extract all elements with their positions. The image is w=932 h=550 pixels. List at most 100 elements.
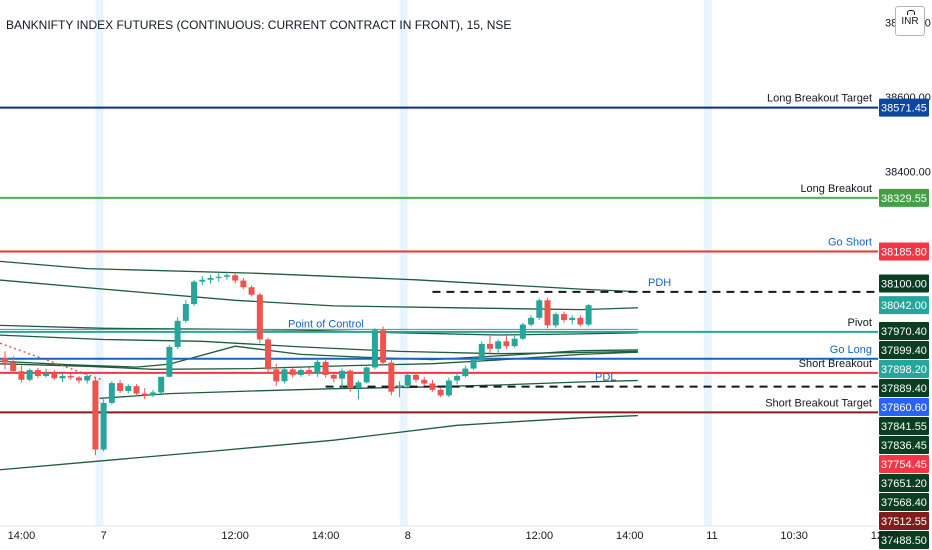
level-label: Pivot (848, 317, 872, 329)
candle-body (380, 330, 387, 363)
candle-body (59, 376, 66, 379)
candle-body (248, 287, 255, 295)
candle-body (67, 376, 74, 378)
price-axis[interactable]: 38800.0038600.0038400.0038571.4538329.55… (878, 0, 932, 550)
candle-body (191, 281, 198, 305)
session-break (399, 0, 408, 526)
chart-title: BANKNIFTY INDEX FUTURES (CONTINUOUS: CUR… (6, 18, 512, 32)
lock-icon (907, 10, 915, 15)
candle-body (117, 383, 124, 391)
candle-body (429, 383, 436, 390)
candle-body (166, 346, 173, 377)
session-break (703, 0, 712, 526)
time-label: 14:00 (616, 530, 644, 542)
price-badge-text: 37841.55 (881, 421, 927, 433)
price-badge-text: 37488.50 (881, 535, 927, 547)
time-label: 8 (405, 530, 411, 542)
level-label: Long Breakout Target (767, 93, 872, 105)
candle-body (174, 320, 181, 347)
price-badge (879, 531, 929, 549)
price-badge (879, 493, 929, 511)
price-badge-text: 37889.40 (881, 383, 927, 395)
session-break (95, 0, 104, 526)
candle-body (281, 369, 288, 382)
candle-body (495, 341, 502, 349)
time-label: 12:00 (871, 530, 899, 542)
price-badge-text: 37754.45 (881, 459, 927, 471)
price-badge (879, 188, 929, 207)
candle-body (511, 338, 518, 347)
price-badge (879, 322, 929, 340)
candle-body (34, 370, 41, 377)
time-label: 12:00 (526, 530, 554, 542)
price-badge-text: 38100.00 (881, 279, 927, 291)
candle-body (355, 382, 362, 388)
candle-body (470, 358, 477, 369)
candle-body (158, 376, 165, 393)
candle-body (314, 361, 321, 374)
candle-body (297, 370, 304, 375)
band-line (99, 379, 638, 400)
band-lines (0, 260, 638, 471)
price-badge (879, 341, 929, 359)
candle-body (339, 370, 346, 379)
session-shading (95, 0, 712, 526)
time-label: 14:00 (312, 530, 340, 542)
level-label: Short Breakout Target (765, 397, 872, 409)
level-label: Long Breakout (800, 183, 872, 195)
band-line (0, 414, 638, 471)
price-badge (879, 474, 929, 492)
candle-body (273, 369, 280, 382)
candle-body (569, 317, 576, 321)
poc-label: Point of Control (288, 318, 364, 330)
candle-body (18, 371, 25, 380)
candle-body (256, 294, 263, 340)
level-lines (0, 106, 878, 414)
candle-body (371, 330, 378, 368)
price-badge (879, 360, 929, 378)
price-badge (879, 296, 929, 315)
candle-body (536, 300, 543, 318)
candle-body (330, 374, 337, 379)
price-badge-text: 37898.20 (881, 364, 927, 376)
band-line (0, 345, 638, 368)
candle-body (478, 343, 485, 359)
candle-body (265, 339, 272, 370)
candle-body (413, 374, 419, 380)
price-badge-text: 37970.40 (881, 326, 927, 338)
price-badge (879, 274, 929, 293)
candle-body (26, 370, 33, 380)
time-axis[interactable]: 14:00712:0014:00812:0014:001110:3012:001… (0, 525, 932, 550)
price-badge-text: 37568.40 (881, 497, 927, 509)
time-label: 12:00 (221, 530, 249, 542)
candle-body (363, 367, 370, 383)
price-badge-text: 37512.55 (881, 516, 927, 528)
axis-price-label: 38400.00 (885, 167, 931, 179)
price-badge-text: 37836.45 (881, 440, 927, 452)
candle-body (322, 361, 329, 375)
candle-body (223, 275, 230, 277)
candle-body (215, 276, 222, 278)
currency-label: INR (901, 15, 919, 27)
level-labels: Point of Control Long Breakout Target Long… (288, 93, 872, 410)
candle-body (585, 305, 592, 325)
level-label: Short Breakout (799, 358, 872, 370)
candle-body (240, 280, 247, 288)
candle-body (92, 380, 99, 450)
price-badge (879, 242, 929, 261)
candle-body (503, 341, 510, 347)
level-label: Go Long (830, 344, 872, 356)
time-axis-bg (0, 526, 878, 550)
price-badge-text: 37651.20 (881, 478, 927, 490)
candle-body (552, 314, 559, 326)
currency-button[interactable]: INR (895, 6, 925, 36)
candle-body (421, 379, 428, 384)
candle-body (133, 386, 140, 394)
candle-body (404, 374, 411, 386)
time-label: 14:00 (8, 530, 36, 542)
price-badge (879, 98, 929, 117)
price-badge (879, 398, 929, 416)
candle-body (396, 385, 403, 388)
candle-body (141, 393, 148, 396)
